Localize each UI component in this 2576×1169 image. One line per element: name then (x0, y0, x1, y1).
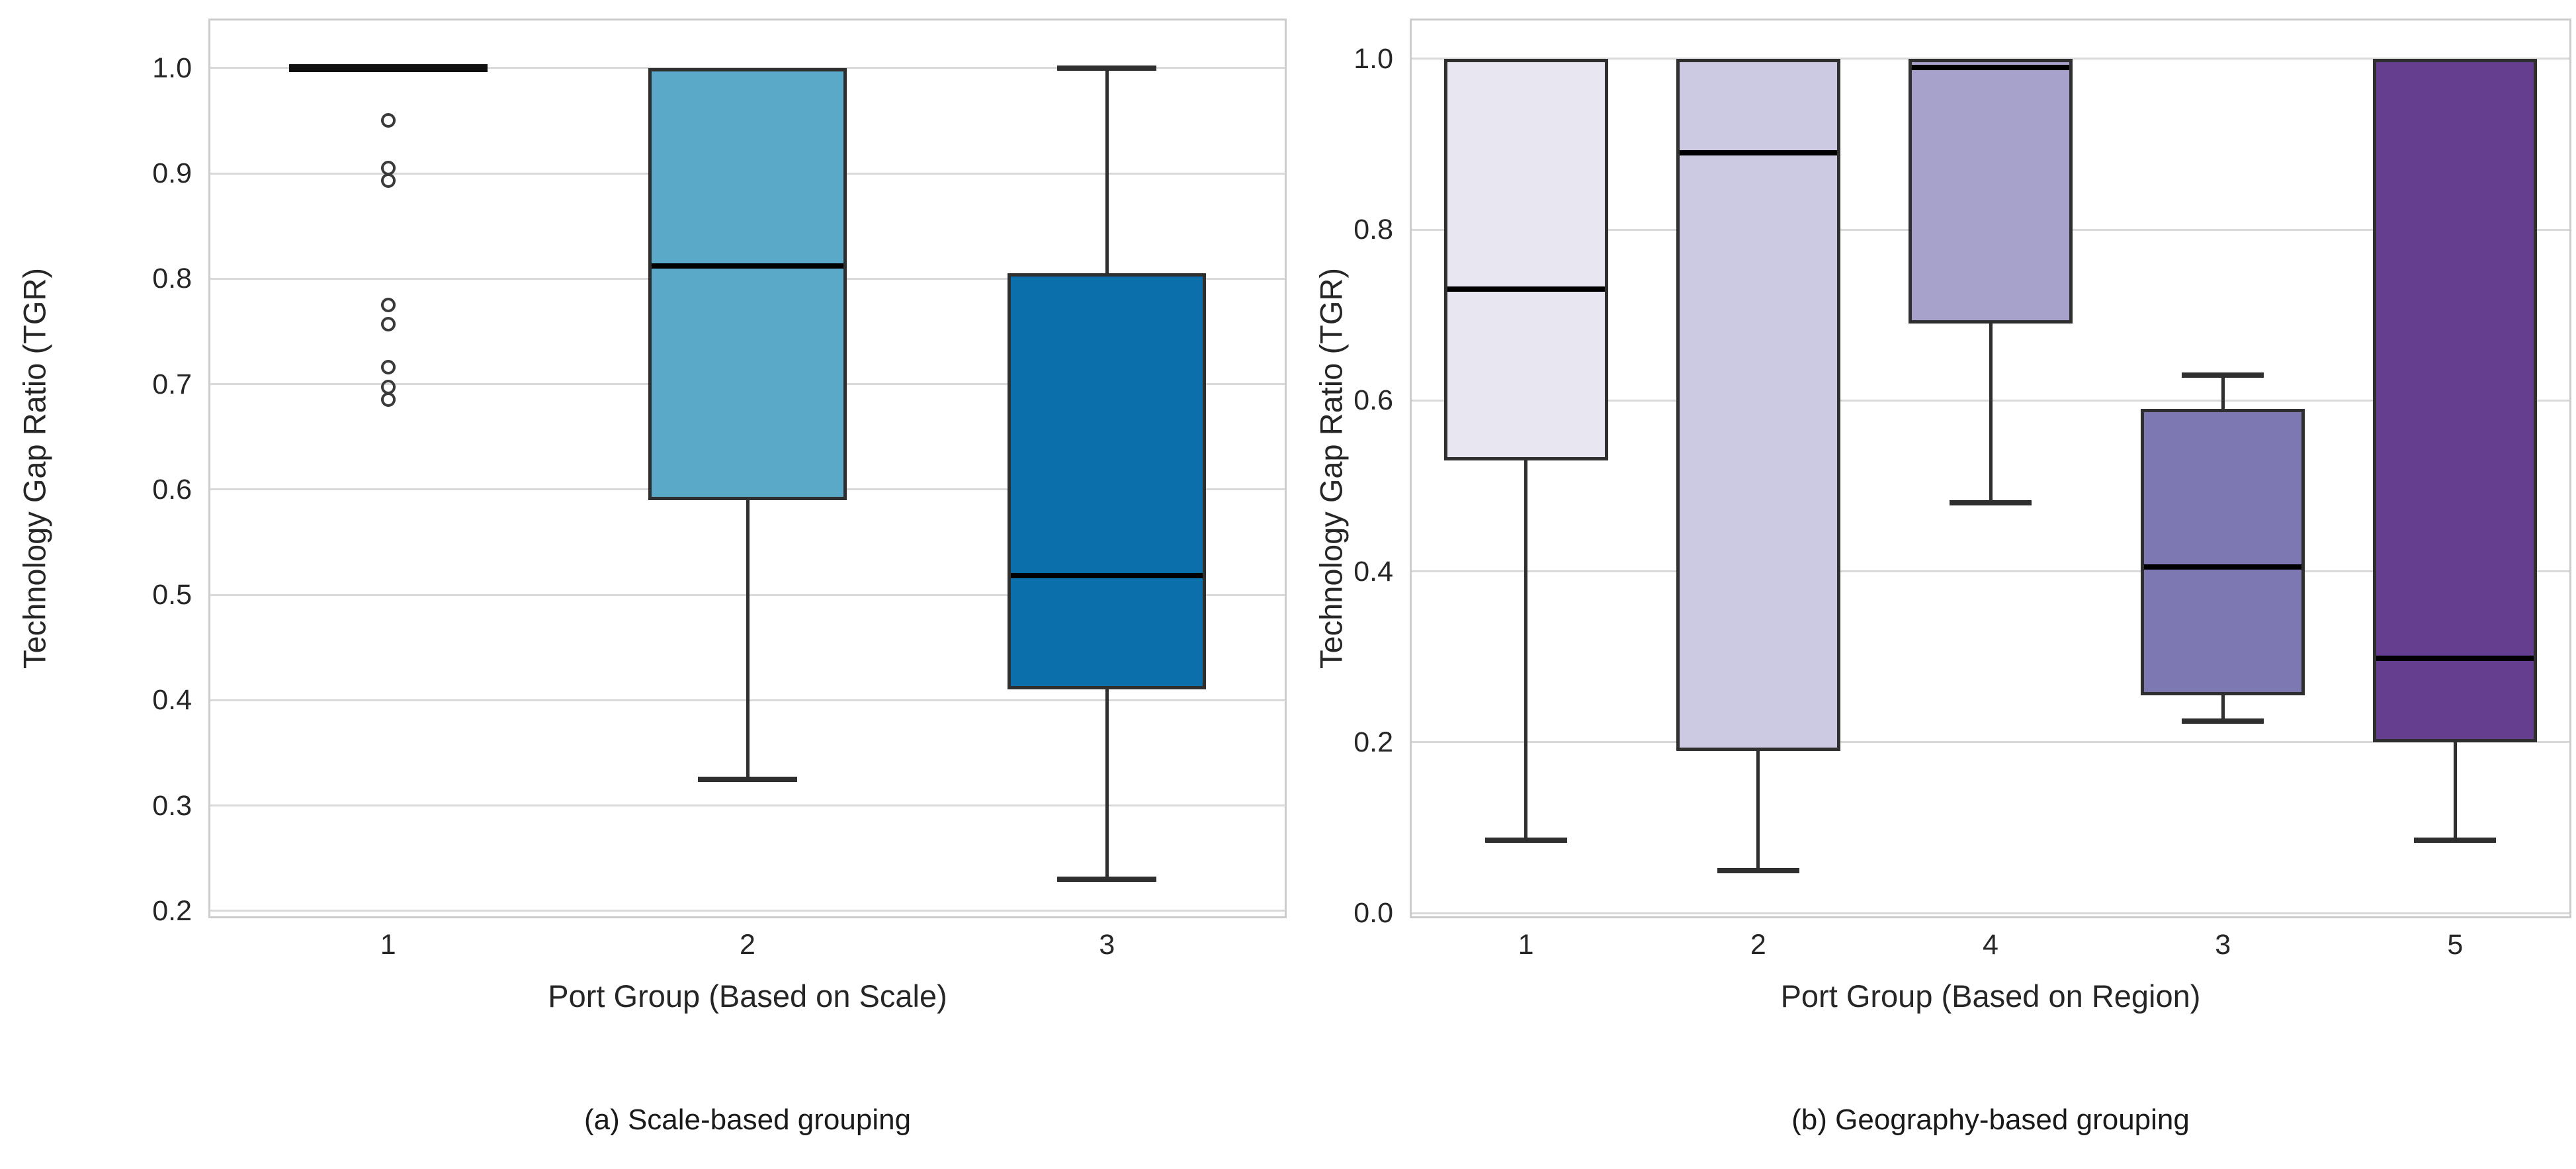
box-collapsed-1 (288, 64, 488, 72)
upper-cap-3 (2182, 372, 2264, 378)
lower-cap-5 (2414, 838, 2497, 844)
median-group-3 (2144, 564, 2302, 570)
x-tick-label: 3 (1099, 929, 1115, 961)
lower-cap-2 (698, 776, 797, 782)
y-tick-label: 0.7 (152, 368, 192, 400)
box-group-4 (1909, 58, 2073, 324)
box-group-3 (2141, 409, 2305, 695)
y-tick-label: 0.8 (1353, 214, 1393, 245)
subfigure-caption: (a) Scale-based grouping (583, 1104, 912, 1136)
lower-whisker-4 (1989, 324, 1993, 503)
median-group-4 (1912, 64, 2069, 70)
x-tick-label: 5 (2447, 929, 2464, 961)
upper-cap-3 (1057, 65, 1157, 71)
x-tick-label: 2 (740, 929, 755, 961)
lower-whisker-3 (2221, 695, 2225, 721)
y-tick-label: 0.6 (152, 473, 192, 505)
x-tick-label: 4 (1983, 929, 1998, 961)
y-tick-label: 0.3 (152, 789, 192, 822)
y-tick-label: 0.8 (152, 263, 192, 295)
lower-cap-4 (1950, 500, 2032, 506)
x-axis-label: Port Group (Based on Scale) (548, 978, 947, 1014)
y-tick-label: 0.4 (1353, 555, 1393, 587)
y-axis-label: Technology Gap Ratio (TGR) (17, 267, 52, 670)
lower-whisker-2 (746, 499, 750, 779)
median-group-3 (1011, 573, 1203, 579)
lower-cap-2 (1717, 867, 1799, 873)
lower-cap-3 (2182, 718, 2264, 724)
box-group-1 (1443, 58, 1608, 460)
y-tick-label: 1.0 (152, 52, 192, 84)
lower-cap-3 (1057, 877, 1157, 883)
y-axis-label: Technology Gap Ratio (TGR) (1313, 267, 1349, 670)
y-tick-label: 0.9 (152, 157, 192, 190)
outlier-point (380, 392, 396, 408)
outlier-point (380, 298, 396, 313)
gridline-y-0.0 (1410, 912, 2571, 914)
upper-whisker-3 (2221, 374, 2225, 410)
y-tick-label: 0.5 (152, 579, 192, 611)
x-axis-label: Port Group (Based on Region) (1780, 978, 2201, 1014)
box-group-5 (2373, 58, 2538, 742)
lower-whisker-3 (1105, 689, 1109, 880)
box-group-2 (648, 67, 847, 500)
x-tick-label: 1 (380, 929, 396, 961)
y-tick-label: 1.0 (1353, 42, 1393, 75)
box-group-2 (1676, 58, 1840, 751)
x-tick-label: 1 (1518, 929, 1534, 961)
x-tick-label: 3 (2215, 929, 2231, 961)
median-group-2 (652, 263, 843, 269)
median-group-5 (2376, 656, 2534, 662)
plot-area-region (1410, 19, 2571, 918)
median-group-2 (1679, 150, 1837, 155)
outlier-point (380, 173, 396, 189)
gridline-y-0.2 (1410, 741, 2571, 744)
plot-area-scale (208, 19, 1287, 918)
y-tick-label: 0.0 (1353, 897, 1393, 930)
lower-whisker-2 (1756, 750, 1760, 871)
y-tick-label: 0.4 (152, 684, 192, 716)
subfigure-caption: (b) Geography-based grouping (1791, 1104, 2190, 1136)
x-tick-label: 2 (1750, 929, 1766, 961)
upper-whisker-3 (1105, 67, 1109, 274)
y-tick-label: 0.2 (1353, 726, 1393, 758)
lower-whisker-5 (2453, 742, 2457, 841)
lower-whisker-1 (1524, 460, 1528, 841)
outlier-point (380, 360, 396, 375)
y-tick-label: 0.2 (152, 894, 192, 927)
gridline-y-0.2 (208, 910, 1287, 912)
gridline-y-0.3 (208, 804, 1287, 807)
outlier-point (380, 316, 396, 331)
outlier-point (380, 113, 396, 128)
box-group-3 (1008, 273, 1207, 690)
y-tick-label: 0.6 (1353, 384, 1393, 417)
median-group-1 (1447, 286, 1605, 292)
gridline-y-0.4 (1410, 570, 2571, 573)
lower-cap-1 (1484, 838, 1567, 844)
